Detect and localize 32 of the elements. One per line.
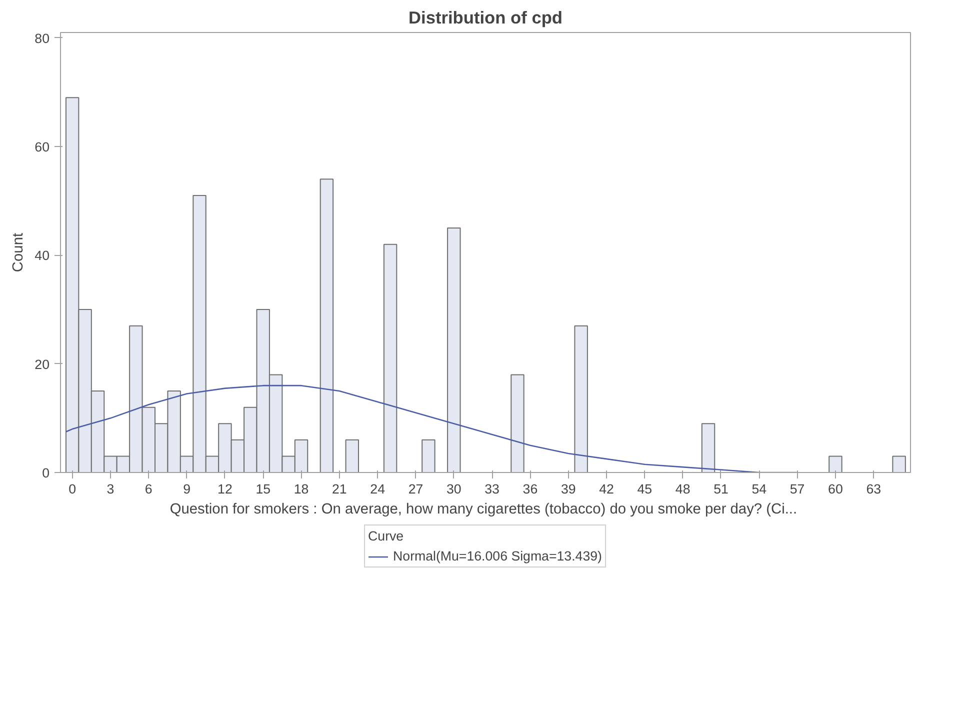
x-tick-label: 63 bbox=[866, 482, 882, 496]
y-tick-label: 0 bbox=[42, 466, 50, 480]
y-tick-label: 60 bbox=[34, 140, 50, 155]
x-axis-title: Question for smokers : On average, how many cigarettes (tobacco) do you smoke per day? (Ci... bbox=[170, 502, 798, 518]
x-tick-label: 54 bbox=[752, 482, 768, 496]
x-tick-label: 21 bbox=[332, 482, 347, 496]
x-tick-label: 57 bbox=[790, 482, 805, 496]
chart-title: Distribution of cpd bbox=[408, 8, 563, 28]
legend-label: Normal(Mu=16.006 Sigma=13.439) bbox=[393, 548, 602, 564]
x-tick-label: 24 bbox=[370, 482, 386, 496]
x-tick-label: 18 bbox=[294, 482, 309, 496]
x-tick-label: 51 bbox=[714, 482, 728, 496]
legend-title: Curve bbox=[368, 528, 405, 544]
y-axis-title: Count bbox=[10, 232, 27, 272]
x-tick-label: 0 bbox=[68, 482, 76, 496]
y-tick-label: 20 bbox=[34, 356, 50, 372]
x-tick-label: 30 bbox=[446, 482, 462, 496]
x-tick-label: 6 bbox=[144, 482, 152, 496]
y-tick-label: 40 bbox=[34, 248, 50, 264]
x-tick-label: 3 bbox=[106, 482, 114, 496]
x-tick-label: 48 bbox=[675, 482, 690, 496]
x-tick-label: 45 bbox=[637, 482, 652, 496]
x-tick-label: 12 bbox=[218, 482, 232, 496]
x-tick-label: 33 bbox=[484, 482, 500, 496]
x-tick-label: 42 bbox=[599, 482, 614, 496]
x-tick-label: 15 bbox=[256, 482, 271, 496]
x-tick-label: 27 bbox=[408, 482, 424, 496]
x-tick-label: 36 bbox=[522, 482, 538, 496]
y-tick-label: 80 bbox=[34, 30, 50, 46]
x-tick-label: 39 bbox=[560, 482, 576, 496]
x-tick-label: 60 bbox=[828, 482, 843, 496]
x-tick-label: 9 bbox=[183, 482, 191, 496]
